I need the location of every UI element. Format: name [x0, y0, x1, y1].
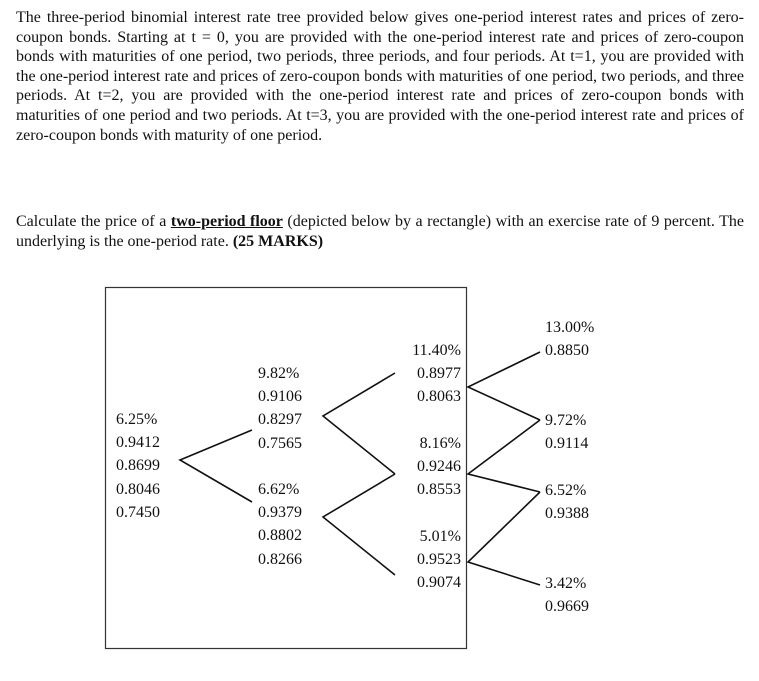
node-price: 0.9523 — [417, 551, 461, 569]
node-t1-up: 9.82% 0.9106 0.8297 0.7565 — [258, 362, 302, 455]
node-t2-up: 11.40% 0.8977 0.8063 — [390, 339, 461, 409]
node-t0: 6.25% 0.9412 0.8699 0.8046 0.7450 — [116, 408, 160, 524]
node-t3-4: 3.42% 0.9669 — [545, 572, 589, 618]
branch-t1-up — [321, 372, 396, 475]
node-rate: 8.16% — [419, 435, 461, 452]
node-price: 0.9246 — [417, 458, 461, 476]
branch-t2-mid — [466, 419, 541, 493]
node-price: 0.8699 — [116, 457, 160, 475]
node-rate: 9.82% — [258, 365, 300, 382]
node-rate: 11.40% — [412, 342, 461, 359]
node-price: 0.8266 — [258, 550, 302, 568]
node-t1-down: 6.62% 0.9379 0.8802 0.8266 — [258, 478, 302, 571]
node-price: 0.9106 — [258, 388, 302, 406]
node-rate: 6.25% — [116, 411, 158, 428]
node-price: 0.8850 — [545, 342, 589, 360]
question-task: Calculate the price of a two-period floo… — [16, 212, 744, 251]
marks: (25 MARKS) — [232, 232, 324, 250]
floor-term: two-period floor — [170, 213, 283, 230]
node-price: 0.8046 — [116, 480, 160, 498]
floor-rectangle — [104, 286, 468, 650]
node-price: 0.8297 — [258, 411, 302, 429]
task-text: Calculate the price of a — [16, 213, 171, 230]
node-price: 0.9388 — [545, 505, 589, 523]
node-price: 0.8802 — [258, 527, 302, 545]
node-price: 0.8553 — [417, 481, 461, 499]
question-intro: The three-period binomial interest rate … — [16, 9, 744, 144]
node-t3-3: 6.52% 0.9388 — [545, 479, 589, 525]
branch-t2-down — [466, 491, 541, 586]
node-rate: 6.62% — [258, 481, 300, 498]
node-price: 0.9412 — [116, 434, 160, 452]
node-price: 0.8977 — [417, 365, 461, 383]
node-t3-2: 9.72% 0.9114 — [545, 409, 588, 455]
branch-t0 — [178, 429, 253, 503]
node-price: 0.9669 — [545, 598, 589, 616]
node-price: 0.9074 — [417, 574, 461, 592]
branch-t2-up — [466, 351, 541, 421]
node-price: 0.8063 — [417, 388, 461, 406]
branch-t1-down — [321, 473, 396, 576]
node-price: 0.9114 — [545, 435, 589, 453]
node-rate: 3.42% — [545, 575, 587, 592]
node-t2-mid: 8.16% 0.9246 0.8553 — [390, 432, 461, 502]
node-rate: 6.52% — [545, 482, 587, 499]
node-t2-down: 5.01% 0.9523 0.9074 — [390, 525, 461, 595]
node-rate: 13.00% — [545, 319, 595, 336]
node-rate: 5.01% — [419, 528, 461, 545]
node-t3-1: 13.00% 0.8850 — [545, 316, 594, 362]
node-price: 0.7565 — [258, 434, 302, 452]
node-price: 0.7450 — [116, 503, 160, 521]
task-text-cont: (depicted below by a rectangle) with an … — [16, 213, 744, 250]
node-price: 0.9379 — [258, 504, 302, 522]
node-rate: 9.72% — [545, 412, 587, 429]
